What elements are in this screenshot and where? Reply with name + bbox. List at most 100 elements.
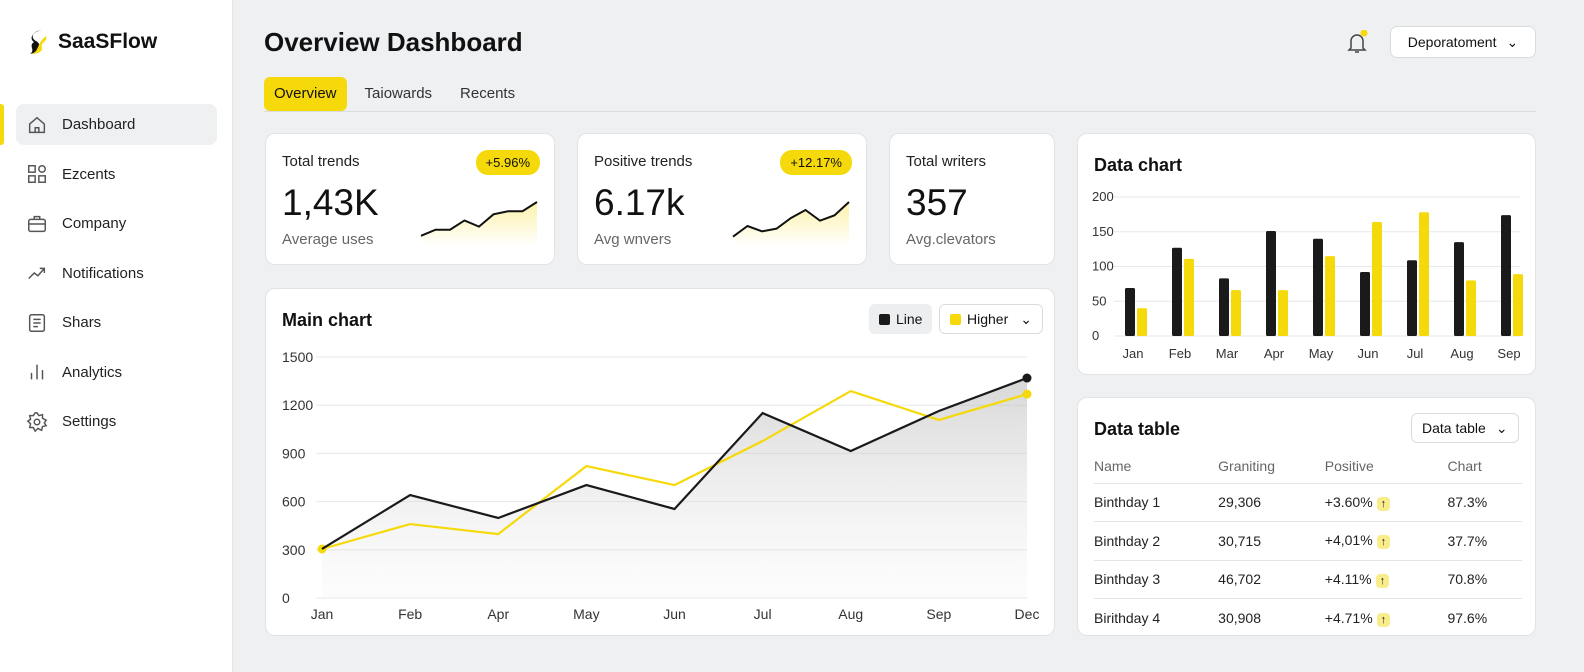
trend-icon	[28, 267, 46, 280]
sidebar-item-analytics[interactable]: Analytics	[16, 352, 217, 393]
y-tick-label: 1500	[282, 349, 313, 365]
y-tick-label: 50	[1092, 293, 1106, 308]
column-header[interactable]: Chart	[1447, 450, 1522, 484]
cell-text: Binthday 2	[1094, 532, 1161, 549]
sidebar-item-company[interactable]: Company	[16, 203, 217, 244]
sparkline-area	[421, 202, 537, 246]
x-tick-label: Sep	[926, 606, 951, 622]
bar	[1513, 274, 1523, 336]
y-tick-label: 100	[1092, 259, 1114, 274]
cell-text: Binthday 1	[1094, 494, 1161, 511]
sidebar-item-dashboard[interactable]: Dashboard	[16, 104, 217, 145]
tab-taiowards[interactable]: Taiowards	[364, 85, 433, 102]
bar	[1501, 215, 1511, 336]
legend-label: Line	[896, 311, 923, 327]
bar	[1325, 256, 1335, 336]
department-label: Deporatoment	[1407, 34, 1497, 50]
end-point	[1022, 373, 1032, 383]
sidebar-item-ezcents[interactable]: Ezcents	[16, 154, 217, 195]
sidebar-item-label: Ezcents	[62, 165, 116, 183]
sparkline-line	[420, 201, 538, 237]
data-table-dropdown[interactable]: Data table ⌄	[1411, 413, 1519, 443]
page-title: Overview Dashboard	[264, 27, 523, 57]
tab-bar: Overview Taiowards Recents	[264, 77, 1536, 112]
y-tick-label: 150	[1092, 224, 1114, 239]
cell-text: 46,702	[1218, 571, 1261, 588]
cell-text: +3.60%	[1324, 493, 1373, 510]
app-name: SaaSFlow	[58, 30, 158, 53]
legend-line-toggle[interactable]: Line	[869, 304, 933, 334]
cell-text: +4,01%	[1324, 532, 1373, 549]
column-header[interactable]: Graniting	[1218, 450, 1325, 484]
sidebar-item-settings[interactable]: Settings	[16, 401, 217, 442]
cell-text: 37.7%	[1447, 532, 1488, 549]
x-tick-label: May	[573, 606, 599, 622]
kpi-subtitle: Avg wnvers	[594, 231, 672, 248]
table-row[interactable]: Binthday 3 46,702 +4.11% ↑ 70.8%	[1094, 560, 1522, 599]
bar	[1313, 238, 1323, 336]
table-row[interactable]: Binthday 1 29,306 +3.60% ↑ 87.3%	[1094, 483, 1522, 522]
kpi-label: Positive trends	[594, 153, 693, 170]
bar	[1278, 290, 1288, 336]
sidebar-item-notifications[interactable]: Notifications	[16, 253, 217, 294]
table-cell: 70.8%	[1447, 560, 1522, 599]
kpi-card-total-writers: Total writers 357 Avg.clevators	[889, 133, 1055, 265]
table-cell: +3.60% ↑	[1324, 483, 1448, 522]
cell-text: +4.11%	[1324, 570, 1372, 587]
table-row[interactable]: Birithday 4 30,908 +4.71% ↑ 97.6%	[1094, 599, 1522, 638]
department-dropdown[interactable]: Deporatoment ⌄	[1390, 26, 1536, 58]
chevron-down-icon: ⌄	[1506, 33, 1519, 50]
table-row[interactable]: Binthday 2 30,715 +4,01% ↑ 37.7%	[1094, 521, 1522, 561]
data-chart-card: Data chart 0 50 100 150 200 Jan Feb Mar Apr May Ju…	[1077, 133, 1536, 375]
kpi-label: Total writers	[906, 153, 987, 170]
y-tick-label: 0	[1092, 328, 1099, 343]
y-tick-label: 600	[282, 494, 306, 510]
table-cell: 30,715	[1218, 521, 1325, 561]
higher-dropdown[interactable]: Higher ⌄	[939, 304, 1043, 334]
series-line-line	[321, 377, 1028, 550]
bar	[1419, 212, 1429, 336]
cell-text: Binthday 3	[1094, 571, 1161, 588]
sparkline	[420, 201, 538, 246]
x-tick-label: Jan	[1123, 346, 1144, 361]
x-tick-label: Jan	[311, 606, 334, 622]
kpi-value: 6.17k	[594, 182, 685, 223]
arrow-up-icon: ↑	[1375, 573, 1390, 588]
column-header[interactable]: Positive	[1324, 450, 1448, 484]
sparkline-area	[733, 202, 849, 246]
logo-icon	[30, 30, 47, 54]
table-cell: Binthday 2	[1094, 521, 1219, 561]
bell-icon[interactable]	[1344, 30, 1370, 56]
chevron-down-icon: ⌄	[1020, 310, 1032, 327]
kpi-value: 1,43K	[282, 182, 379, 223]
x-tick-label: Dec	[1015, 606, 1040, 622]
sidebar-item-shars[interactable]: Shars	[16, 302, 217, 343]
column-header[interactable]: Name	[1094, 450, 1219, 484]
sidebar-item-label: Notifications	[62, 264, 144, 282]
sidebar-item-label: Analytics	[62, 363, 123, 381]
bar-chart: 0 50 100 150 200 Jan Feb Mar Apr May Jun Jul Aug Sep	[1092, 189, 1523, 361]
bar	[1454, 242, 1464, 336]
chevron-down-icon: ⌄	[1495, 419, 1508, 436]
sparkline	[732, 201, 850, 246]
y-tick-label: 900	[282, 445, 306, 461]
y-tick-label: 300	[282, 542, 306, 558]
table-cell: +4.71% ↑	[1325, 599, 1448, 638]
bar	[1360, 272, 1370, 336]
tab-overview[interactable]: Overview	[264, 77, 347, 111]
logo[interactable]: SaaSFlow	[26, 28, 157, 56]
kpi-badge: +12.17%	[780, 150, 852, 175]
bar	[1407, 260, 1417, 336]
briefcase-icon	[28, 215, 46, 232]
x-tick-label: Feb	[398, 606, 422, 622]
kpi-subtitle: Avg.clevators	[906, 231, 996, 248]
bar	[1137, 308, 1147, 336]
table-cell: 97.6%	[1447, 599, 1522, 638]
sidebar-item-label: Shars	[62, 314, 102, 331]
data-table-title: Data table	[1094, 419, 1181, 439]
tab-recents[interactable]: Recents	[460, 85, 516, 102]
legend-swatch	[879, 313, 890, 325]
table-cell: 87.3%	[1447, 483, 1522, 522]
table-cell: 46,702	[1218, 560, 1325, 599]
main-chart-title: Main chart	[282, 310, 373, 330]
